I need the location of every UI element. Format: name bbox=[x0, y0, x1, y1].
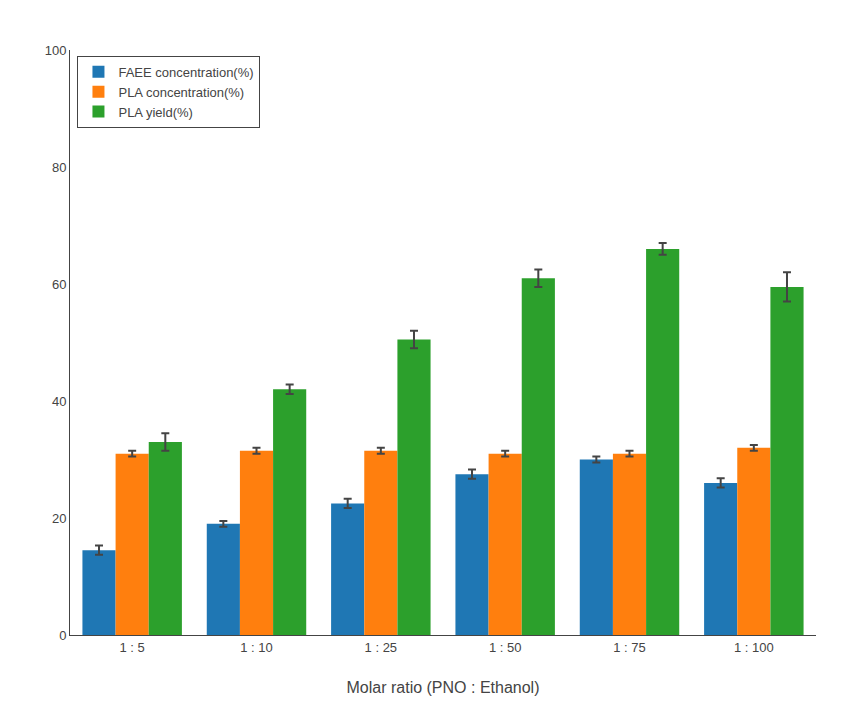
svg-text:1 : 5: 1 : 5 bbox=[120, 640, 145, 655]
svg-text:1 : 10: 1 : 10 bbox=[240, 640, 273, 655]
svg-text:PLA concentration(%): PLA concentration(%) bbox=[118, 85, 244, 100]
svg-text:1 : 25: 1 : 25 bbox=[365, 640, 398, 655]
svg-text:60: 60 bbox=[52, 277, 66, 292]
svg-text:100: 100 bbox=[45, 43, 67, 58]
svg-text:40: 40 bbox=[52, 394, 66, 409]
svg-text:1 : 50: 1 : 50 bbox=[489, 640, 522, 655]
svg-text:1 : 100: 1 : 100 bbox=[734, 640, 774, 655]
svg-text:0: 0 bbox=[59, 628, 66, 643]
svg-text:1 : 75: 1 : 75 bbox=[613, 640, 646, 655]
svg-text:PLA yield(%): PLA yield(%) bbox=[118, 105, 192, 120]
svg-text:20: 20 bbox=[52, 511, 66, 526]
svg-text:80: 80 bbox=[52, 160, 66, 175]
svg-text:FAEE concentration(%): FAEE concentration(%) bbox=[118, 65, 253, 80]
svg-text:Molar ratio (PNO : Ethanol): Molar ratio (PNO : Ethanol) bbox=[347, 679, 540, 696]
